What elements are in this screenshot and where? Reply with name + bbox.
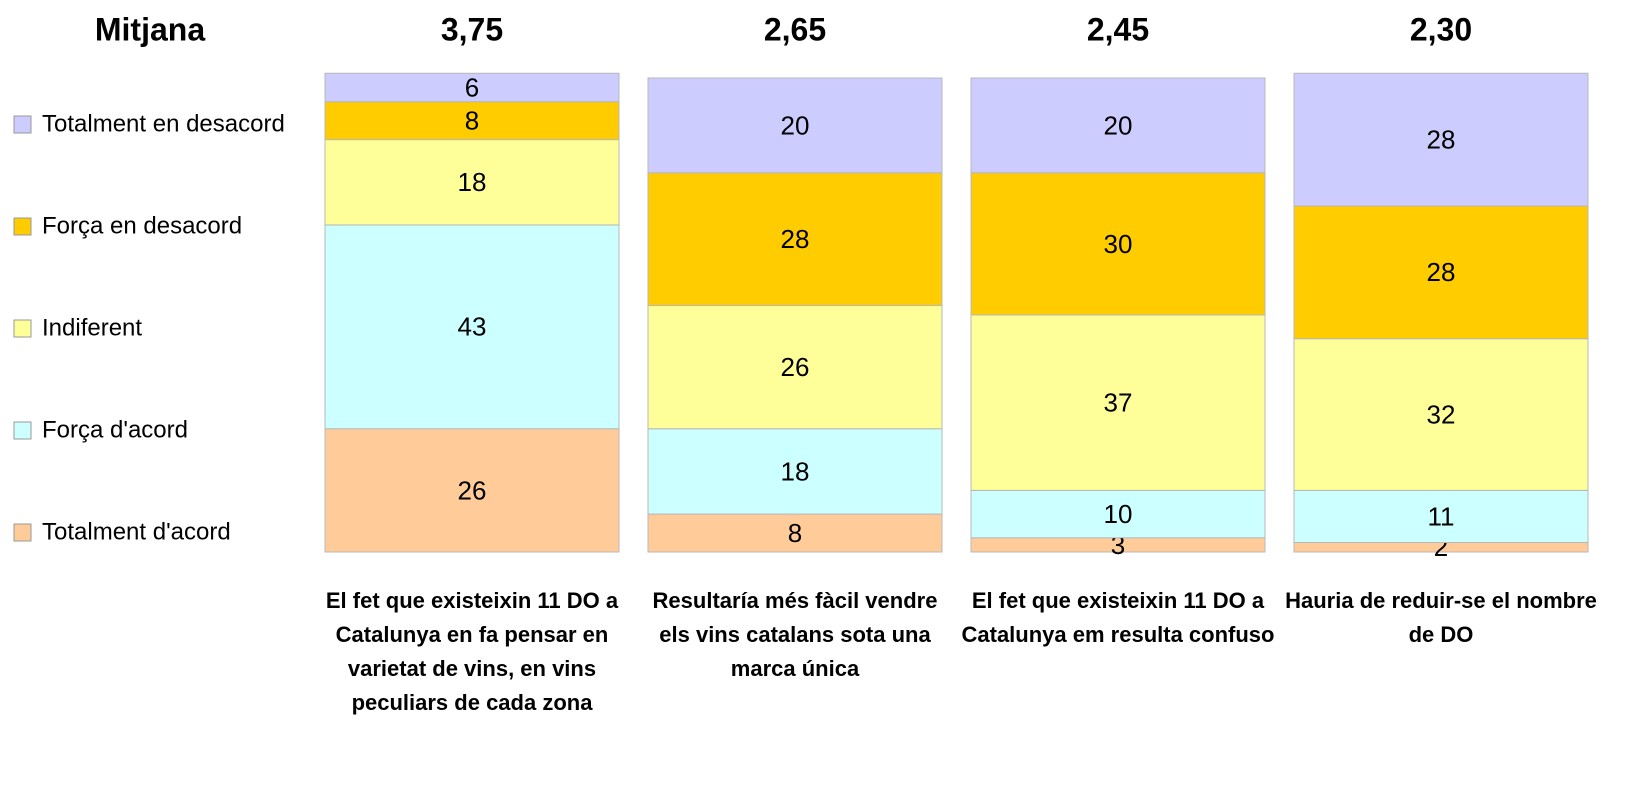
data-label: 20 <box>781 110 810 140</box>
bar-segment <box>647 428 943 515</box>
bar-segment <box>1293 338 1589 491</box>
bar-segment <box>1293 72 1589 207</box>
data-label: 43 <box>458 312 487 342</box>
category-label: El fet que existeixin 11 DO a Catalunya … <box>325 588 619 715</box>
bar-segment <box>324 224 620 430</box>
bar-segment <box>970 314 1266 491</box>
data-label: 32 <box>1427 399 1456 429</box>
legend-label: Força en desacord <box>42 212 242 239</box>
bar-segment <box>1293 205 1589 340</box>
bar-segment <box>324 101 620 141</box>
data-label: 28 <box>1427 124 1456 154</box>
bar-segment <box>970 489 1266 539</box>
mean-value: 2,65 <box>764 11 826 47</box>
data-label: 11 <box>1428 501 1455 531</box>
legend-label: Totalment en desacord <box>42 110 285 137</box>
data-label: 18 <box>781 456 810 486</box>
bar-segment <box>647 172 943 307</box>
bar-segment <box>324 428 620 553</box>
legend-label: Indiferent <box>42 314 142 341</box>
data-label: 30 <box>1104 229 1133 259</box>
category-label: Hauria de reduir-se el nombre de DO <box>1285 588 1597 647</box>
data-label: 8 <box>788 518 802 548</box>
mean-value: 3,75 <box>441 11 503 47</box>
legend-label: Força d'acord <box>42 416 188 443</box>
data-label: 28 <box>781 224 810 254</box>
bar-segment <box>647 77 943 174</box>
bar-segment <box>324 72 620 103</box>
bar-segment <box>970 77 1266 174</box>
legend-swatch <box>13 217 32 236</box>
data-label: 20 <box>1104 110 1133 140</box>
legend-swatch <box>13 115 32 134</box>
legend-swatch <box>13 523 32 542</box>
data-label: 8 <box>465 106 479 136</box>
data-label: 10 <box>1104 499 1133 529</box>
data-label: 26 <box>458 475 487 505</box>
data-label: 6 <box>465 72 479 102</box>
legend-label: Totalment d'acord <box>42 518 231 545</box>
bar-segment <box>1293 489 1589 544</box>
category-label: El fet que existeixin 11 DO a Catalunya … <box>961 588 1275 647</box>
data-label: 18 <box>458 167 487 197</box>
category-label: Resultaría més fàcil vendre els vins cat… <box>652 588 938 681</box>
bar-segment <box>970 172 1266 316</box>
mean-value: 2,45 <box>1087 11 1149 47</box>
legend-swatch <box>13 421 32 440</box>
data-label: 37 <box>1104 388 1133 418</box>
mean-value: 2,30 <box>1410 11 1472 47</box>
legend-swatch <box>13 319 32 338</box>
data-label: 26 <box>781 352 810 382</box>
data-label: 28 <box>1427 257 1456 287</box>
mean-title: Mitjana <box>95 11 205 47</box>
